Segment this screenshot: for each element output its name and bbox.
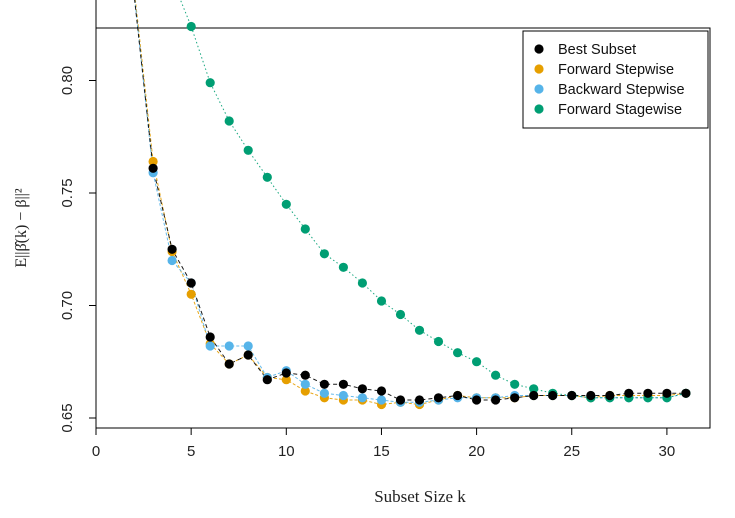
data-point	[624, 388, 634, 398]
data-point	[281, 368, 291, 378]
data-point	[300, 386, 310, 396]
legend-marker	[534, 84, 544, 94]
data-point	[586, 390, 596, 401]
data-point	[376, 386, 387, 396]
data-point	[433, 393, 444, 403]
y-tick-label: 0.75	[59, 178, 76, 207]
data-point	[338, 262, 348, 272]
legend-label: Best Subset	[558, 42, 636, 58]
legend-box	[522, 30, 709, 129]
data-point	[376, 395, 387, 405]
y-tick-label: 0.80	[59, 66, 76, 95]
data-point	[186, 278, 196, 288]
data-point	[243, 341, 253, 351]
data-point	[433, 336, 444, 347]
data-point	[529, 390, 539, 401]
x-tick-label: 15	[373, 443, 390, 460]
legend-marker	[534, 104, 544, 114]
data-point	[548, 390, 558, 401]
data-point	[662, 388, 672, 398]
x-axis-label: Subset Size k	[374, 487, 466, 506]
x-tick-label: 30	[659, 443, 676, 460]
legend: Best Subset Forward Stepwise Backward Step…	[522, 30, 709, 129]
data-point	[376, 296, 387, 306]
data-point	[472, 357, 482, 367]
series-points	[148, 21, 691, 410]
y-tick-label: 0.65	[59, 403, 76, 432]
data-point	[357, 393, 367, 403]
legend-label: Backward Stepwise	[558, 82, 685, 98]
data-point	[453, 348, 463, 358]
y-axis-label: E||β̂(k) − β||²	[13, 188, 30, 268]
data-point	[148, 163, 158, 173]
y-tick-label: 0.70	[59, 291, 76, 320]
data-point	[186, 21, 196, 32]
data-point	[681, 388, 691, 398]
legend-marker	[534, 44, 544, 54]
data-point	[281, 199, 291, 209]
data-point	[357, 278, 367, 288]
x-tick-label: 0	[92, 443, 100, 460]
data-point	[472, 395, 482, 405]
data-point	[567, 390, 577, 401]
data-point	[529, 384, 539, 394]
data-point	[186, 289, 196, 299]
legend-marker	[534, 64, 544, 74]
x-tick-label: 25	[563, 443, 580, 460]
data-point	[205, 341, 215, 351]
data-point	[205, 78, 215, 88]
data-point	[243, 350, 253, 360]
data-point	[224, 359, 234, 369]
data-point	[491, 370, 501, 380]
data-point	[300, 224, 310, 234]
data-point	[414, 325, 425, 335]
data-point	[262, 375, 272, 385]
data-point	[262, 172, 272, 182]
data-point	[510, 379, 520, 389]
data-point	[357, 384, 367, 394]
data-point	[510, 393, 520, 403]
x-tick-label: 10	[278, 443, 295, 460]
x-tick-label: 5	[187, 443, 195, 460]
data-point	[319, 249, 329, 259]
data-point	[281, 375, 291, 385]
data-point	[224, 116, 234, 126]
data-point	[395, 309, 406, 320]
data-point	[338, 390, 348, 401]
legend-label: Forward Stagewise	[558, 102, 682, 118]
data-point	[395, 395, 406, 405]
data-point	[300, 379, 310, 389]
data-point	[643, 388, 653, 398]
data-point	[243, 145, 253, 155]
data-point	[148, 156, 158, 167]
data-point	[338, 379, 348, 389]
x-tick-label: 20	[468, 443, 485, 460]
data-point	[300, 370, 310, 380]
data-point	[453, 390, 463, 401]
data-point	[319, 379, 329, 389]
data-point	[167, 244, 177, 254]
data-point	[224, 341, 234, 351]
data-point	[414, 395, 425, 405]
data-point	[491, 395, 501, 405]
data-point	[205, 332, 215, 342]
data-point	[319, 388, 329, 398]
data-point	[605, 390, 615, 401]
legend-label: Forward Stepwise	[558, 62, 674, 78]
data-point	[167, 255, 177, 266]
